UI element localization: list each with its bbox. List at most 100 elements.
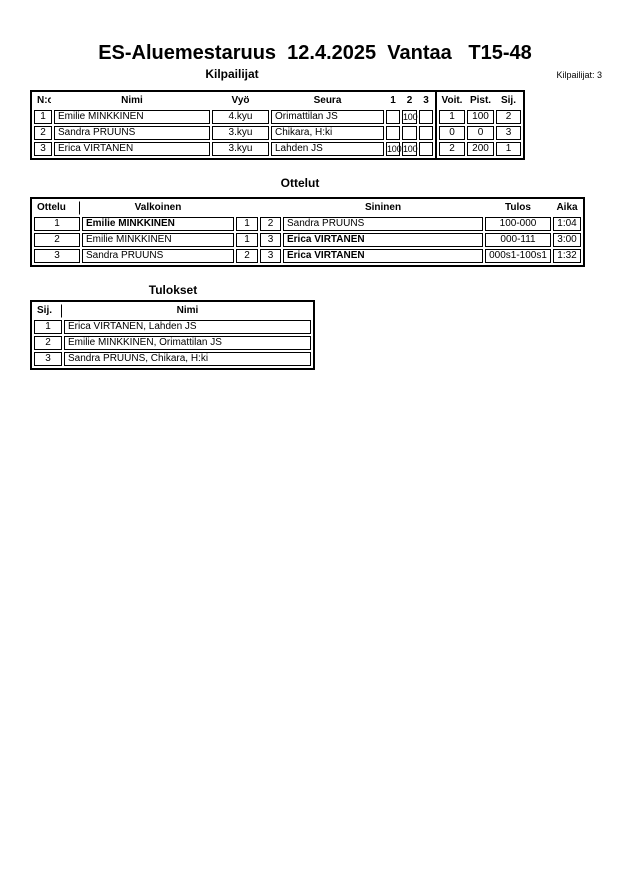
competitor-summary-row: 1 100 2 [439,110,521,124]
col-header-time: Aika [556,202,578,213]
competitor-belt: 3.kyu [212,126,269,140]
white-player-name: Sandra PRUUNS [82,249,234,263]
match-number: 3 [34,249,80,263]
blue-player-number: 3 [260,249,281,263]
result-place: 2 [34,336,62,350]
col-header-belt: Vyö [231,95,250,106]
result-place: 1 [34,320,62,334]
matches-header-row: Ottelu Valkoinen Sininen Tulos Aika [34,201,581,215]
col-header-white: Valkoinen [134,202,182,213]
wins-value: 2 [439,142,465,156]
competitor-number: 2 [34,126,52,140]
match-result: 100-000 [485,217,551,231]
col-header-blue-no [260,201,281,215]
points-value: 100 [467,110,494,124]
col-header-name: Nimi [121,95,143,106]
match-row: 1 Emilie MINKKINEN 1 2 Sandra PRUUNS 100… [34,217,581,231]
match-time: 1:04 [553,217,581,231]
competitor-summary-row: 2 200 1 [439,142,521,156]
col-header-result: Tulos [505,202,531,213]
col-header-white-no [236,201,258,215]
place-value: 2 [496,110,521,124]
col-header-blue: Sininen [364,202,402,213]
match-row: 2 Emilie MINKKINEN 1 3 Erica VIRTANEN 00… [34,233,581,247]
blue-player-name: Erica VIRTANEN [283,233,483,247]
competitor-name: Sandra PRUUNS [54,126,210,140]
result-row: 3 Sandra PRUUNS, Chikara, H:ki [34,352,311,366]
competitor-row: 3 Erica VIRTANEN 3.kyu Lahden JS 100 100 [34,142,433,156]
round3-score [419,110,433,124]
col-header-wins: Voit. [441,95,463,106]
blue-player-number: 3 [260,233,281,247]
round1-score: 100 [386,142,402,156]
col-header-no: N:o [37,95,51,106]
competitor-number: 1 [34,110,52,124]
competitor-summary-row: 0 0 3 [439,126,521,140]
match-number: 1 [34,217,80,231]
competitor-club: Lahden JS [271,142,384,156]
player-name-text: Sandra PRUUNS [86,250,164,261]
competitor-count-label: Kilpailijat: 3 [556,70,602,80]
points-value: 0 [467,126,494,140]
white-player-number: 1 [236,217,258,231]
competitors-table: N:o Nimi Vyö Seura 1 2 3 1 Emilie MINKKI… [30,90,525,160]
player-name-text: Erica VIRTANEN [287,250,365,261]
matches-table: Ottelu Valkoinen Sininen Tulos Aika 1 Em… [30,197,585,267]
match-time: 1:32 [553,249,581,263]
result-name: Emilie MINKKINEN, Orimattilan JS [64,336,311,350]
white-player-number: 2 [236,249,258,263]
result-row: 2 Emilie MINKKINEN, Orimattilan JS [34,336,311,350]
matches-section-title: Ottelut [280,176,320,190]
competitors-table-summary: Voit. Pist. Sij. 1 100 2 0 0 3 2 200 [437,92,523,158]
place-value: 3 [496,126,521,140]
result-name: Erica VIRTANEN, Lahden JS [64,320,311,334]
results-section-title: Tulokset [148,283,198,297]
player-name-text: Sandra PRUUNS [287,218,365,229]
match-result: 000s1-100s1 [485,249,551,263]
col-header-place: Sij. [500,95,516,106]
result-name: Sandra PRUUNS, Chikara, H:ki [64,352,311,366]
blue-player-number: 2 [260,217,281,231]
round3-score [419,126,433,140]
wins-value: 1 [439,110,465,124]
points-value: 200 [467,142,494,156]
white-player-name: Emilie MINKKINEN [82,217,234,231]
wins-value: 0 [439,126,465,140]
results-header-row: Sij. Nimi [34,304,311,318]
col-header-round3: 3 [423,95,429,106]
competitor-belt: 4.kyu [212,110,269,124]
player-name-text: Emilie MINKKINEN [86,218,175,229]
place-value: 1 [496,142,521,156]
col-header-round1: 1 [390,95,396,106]
col-header-place: Sij. [34,304,62,318]
col-header-club: Seura [313,95,342,106]
competitor-belt: 3.kyu [212,142,269,156]
match-row: 3 Sandra PRUUNS 2 3 Erica VIRTANEN 000s1… [34,249,581,263]
competitor-name: Emilie MINKKINEN [54,110,210,124]
col-header-name: Nimi [176,305,199,316]
match-result: 000-111 [485,233,551,247]
player-name-text: Emilie MINKKINEN [86,234,172,245]
competitor-club: Chikara, H:ki [271,126,384,140]
match-number: 2 [34,233,80,247]
white-player-number: 1 [236,233,258,247]
round2-score [402,126,417,140]
match-time: 3:00 [553,233,581,247]
competitors-header-row: N:o Nimi Vyö Seura 1 2 3 [34,94,433,108]
result-place: 3 [34,352,62,366]
blue-player-name: Erica VIRTANEN [283,249,483,263]
page-title: ES-Aluemestaruus 12.4.2025 Vantaa T15-48 [98,42,532,64]
competitor-row: 2 Sandra PRUUNS 3.kyu Chikara, H:ki [34,126,433,140]
player-name-text: Erica VIRTANEN [287,234,365,245]
col-header-round2: 2 [406,95,413,106]
round1-score [386,110,400,124]
competitor-name: Erica VIRTANEN [54,142,210,156]
column-group-divider [435,92,437,158]
competitors-section-title: Kilpailijat [205,67,259,81]
round3-score [419,142,433,156]
results-table: Sij. Nimi 1 Erica VIRTANEN, Lahden JS 2 … [30,300,315,370]
competitors-summary-header-row: Voit. Pist. Sij. [439,94,521,108]
round1-score [386,126,400,140]
blue-player-name: Sandra PRUUNS [283,217,483,231]
competitor-number: 3 [34,142,52,156]
